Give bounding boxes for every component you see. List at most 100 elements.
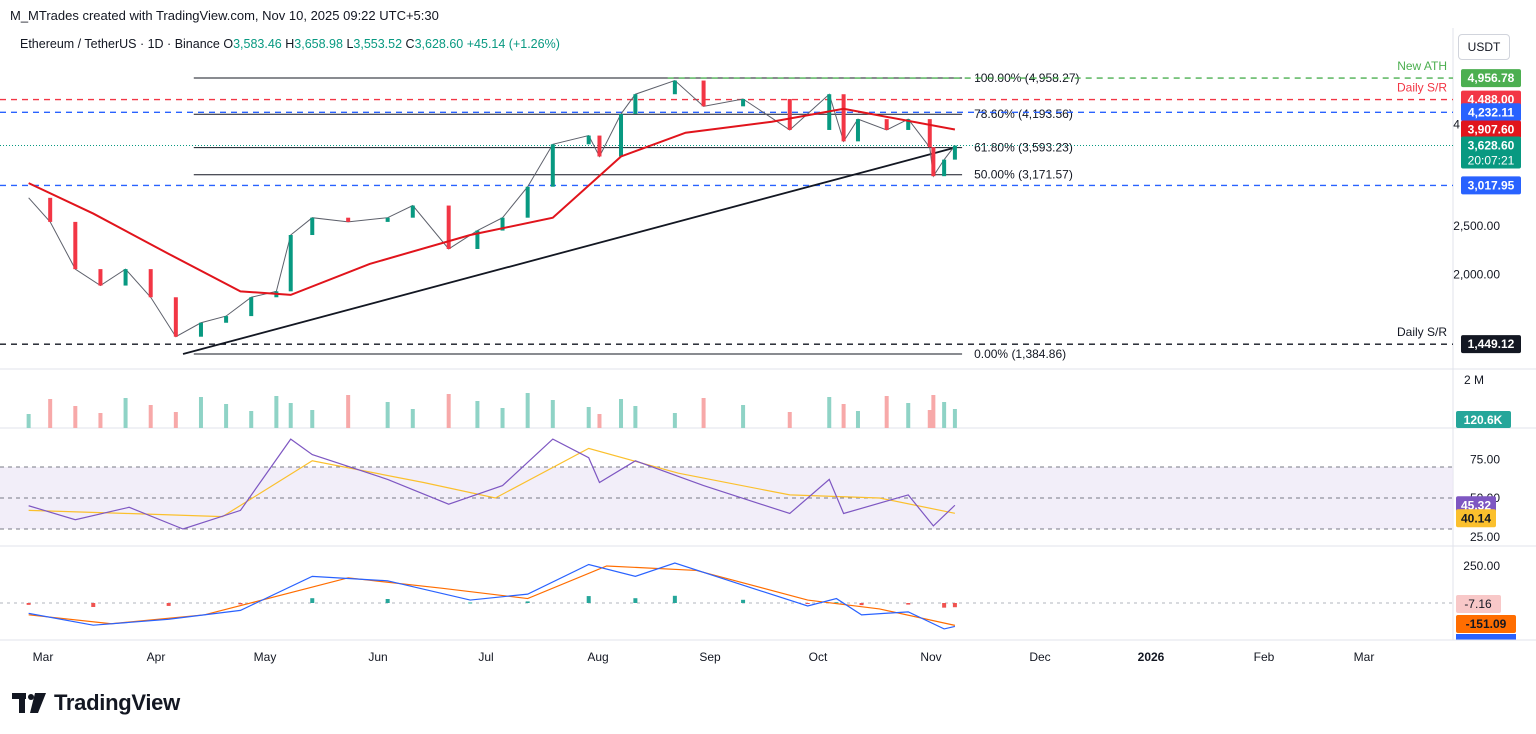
volume-bar — [385, 402, 390, 428]
price-path — [28, 79, 956, 338]
time-axis-tick: Mar — [1354, 650, 1375, 664]
candle-body — [672, 80, 677, 95]
macd-histogram-bar — [385, 599, 390, 603]
candle-body — [123, 269, 128, 286]
rsi-axis-tick: 75.00 — [1470, 452, 1500, 466]
volume-bar — [787, 412, 792, 428]
rsi-ma-value: 40.14 — [1461, 511, 1491, 525]
volume-bar — [475, 401, 480, 428]
price-axis-level-badge — [1461, 176, 1521, 195]
candle-body — [410, 205, 415, 218]
currency-button[interactable]: USDT — [1458, 34, 1510, 60]
close-label: C — [405, 37, 415, 51]
volume-bar — [346, 395, 351, 428]
volume-bar — [73, 406, 78, 428]
candle-body — [525, 186, 530, 218]
rsi-value: 45.32 — [1461, 498, 1491, 512]
tv-logo-icon — [12, 693, 46, 713]
tradingview-logo: TradingView — [12, 690, 180, 716]
low-label: L — [346, 37, 354, 51]
rsi-ma-badge — [1456, 509, 1496, 528]
candle-body — [288, 235, 293, 292]
price-axis-level-badge — [1461, 69, 1521, 88]
time-axis-tick: Oct — [809, 650, 828, 664]
macd-signal-badge — [1456, 615, 1516, 633]
price-axis-tick: 2,000.00 — [1453, 267, 1500, 281]
macd-signal-line — [28, 565, 956, 626]
candle-body — [931, 147, 936, 177]
time-axis-tick: Sep — [699, 650, 721, 664]
volume-bar — [672, 413, 677, 428]
price-axis-level-badge — [1461, 103, 1521, 122]
volume-bar — [884, 396, 889, 428]
macd-histogram-bar — [166, 603, 171, 606]
time-axis-tick: Apr — [147, 650, 166, 664]
price-axis-level-label: 4,488.00 — [1468, 93, 1515, 107]
macd-histogram-bar — [741, 599, 746, 603]
candle-body — [198, 322, 203, 337]
candle-body — [385, 217, 390, 222]
candle-body — [48, 197, 53, 222]
candle-body — [586, 135, 591, 145]
price-axis-level-label: 3,017.95 — [1468, 178, 1515, 192]
candle-body — [249, 297, 254, 317]
volume-bar — [410, 409, 415, 428]
candle-body — [633, 94, 638, 114]
candle-body — [927, 119, 932, 148]
volume-bar — [525, 393, 530, 428]
last-price-badge — [1461, 136, 1521, 169]
macd-histogram-bar — [525, 601, 530, 603]
macd-histogram-bar — [859, 603, 864, 606]
open-value: 3,583.46 — [233, 37, 282, 51]
level-annotation: Daily S/R — [1397, 81, 1447, 95]
candle-body — [173, 297, 178, 337]
candle-body — [741, 98, 746, 107]
ema-line — [28, 107, 956, 296]
volume-bar — [224, 404, 229, 428]
volume-bar — [841, 404, 846, 428]
volume-bar — [446, 394, 451, 428]
candle-body — [619, 113, 624, 157]
candle-body — [346, 217, 351, 222]
price-axis-level-label: 1,449.12 — [1468, 337, 1515, 351]
macd-histogram-bar — [91, 603, 96, 607]
macd-hist-badge — [1456, 595, 1501, 613]
volume-bar — [701, 398, 706, 428]
symbol-name: Ethereum / TetherUS · 1D · Binance — [20, 37, 220, 51]
time-axis-tick: Feb — [1254, 650, 1275, 664]
volume-last-value: 120.6K — [1464, 413, 1503, 427]
macd-histogram-bar — [238, 603, 243, 605]
volume-bar — [906, 403, 911, 428]
macd-axis-tick: 250.00 — [1463, 559, 1500, 573]
volume-bar — [173, 412, 178, 428]
time-axis-tick: Aug — [587, 650, 608, 664]
time-axis-tick: 2026 — [1138, 650, 1165, 664]
volume-bar — [500, 408, 505, 428]
volume-bar — [597, 414, 602, 428]
macd-line-badge — [1456, 634, 1516, 640]
bar-countdown: 20:07:21 — [1468, 154, 1515, 168]
macd-histogram-bar — [834, 602, 839, 604]
candle-body — [446, 205, 451, 249]
candle-body — [500, 217, 505, 231]
candle-body — [841, 94, 846, 142]
volume-bar — [550, 400, 555, 428]
price-change: +45.14 (+1.26%) — [466, 37, 560, 51]
candle-body — [224, 316, 229, 323]
time-axis-tick: Dec — [1029, 650, 1050, 664]
candle-body — [597, 135, 602, 157]
price-axis-level-label: 4,232.11 — [1468, 105, 1514, 119]
candle-body — [787, 98, 792, 130]
volume-bar — [942, 402, 947, 428]
candle-body — [310, 217, 315, 236]
level-annotation: New ATH — [1397, 59, 1447, 73]
fib-level-label: 0.00% (1,384.86) — [974, 347, 1066, 361]
volume-bar — [288, 403, 293, 428]
fib-level-label: 100.00% (4,958.27) — [974, 71, 1079, 85]
symbol-legend[interactable]: Ethereum / TetherUS · 1D · Binance O3,58… — [20, 37, 560, 51]
fib-level-label: 61.80% (3,593.23) — [974, 141, 1073, 155]
time-axis-tick: May — [254, 650, 277, 664]
volume-bar — [931, 395, 936, 428]
volume-bar — [586, 407, 591, 428]
